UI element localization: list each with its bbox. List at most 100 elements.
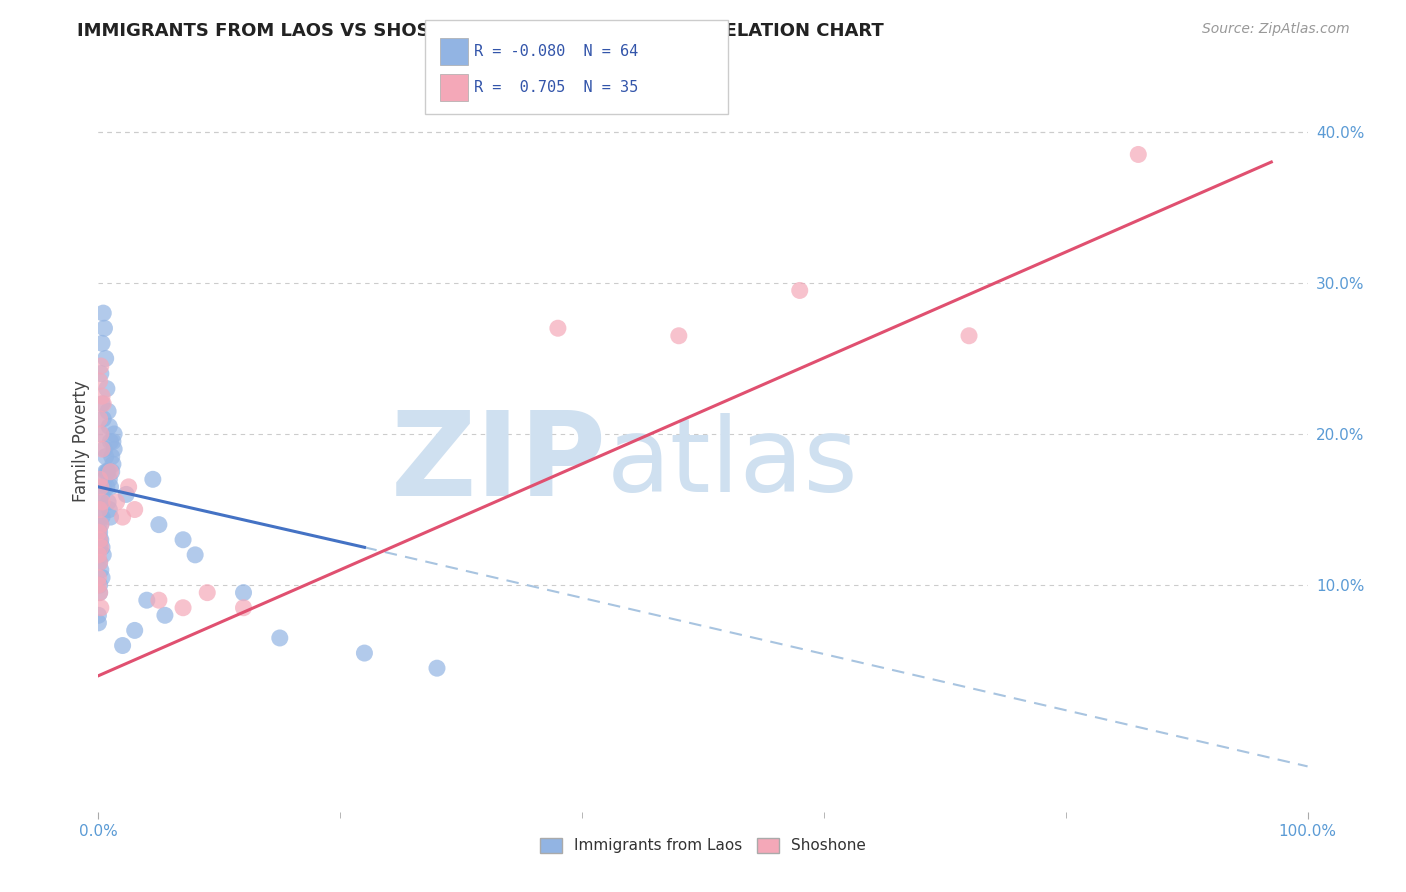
Point [87, 525, 110, 540]
Point [93, 442, 115, 456]
Point [91, 495, 114, 509]
Point [232, 600, 254, 615]
Point [100, 480, 122, 494]
Point [90, 563, 112, 577]
Point [153, 608, 176, 623]
Point [118, 480, 141, 494]
Point [96, 382, 118, 396]
Text: R =  0.705  N = 35: R = 0.705 N = 35 [474, 80, 638, 95]
Point [89, 374, 111, 388]
Point [87, 525, 110, 540]
Point [90, 367, 112, 381]
Point [105, 495, 128, 509]
Point [87, 608, 110, 623]
Text: ZIP: ZIP [391, 406, 606, 521]
Text: atlas: atlas [606, 413, 858, 515]
Point [87, 578, 110, 592]
Text: R = -0.080  N = 64: R = -0.080 N = 64 [474, 45, 638, 59]
Point [89, 541, 111, 555]
Point [100, 510, 122, 524]
Point [195, 585, 218, 599]
Legend: Immigrants from Laos, Shoshone: Immigrants from Laos, Shoshone [534, 832, 872, 860]
Point [91, 442, 114, 456]
Point [101, 434, 124, 449]
Point [547, 321, 569, 335]
Point [89, 533, 111, 547]
Point [93, 472, 115, 486]
Text: Source: ZipAtlas.com: Source: ZipAtlas.com [1202, 22, 1350, 37]
Point [789, 284, 811, 298]
Point [91, 336, 114, 351]
Point [172, 600, 194, 615]
Point [87, 615, 110, 630]
Point [124, 624, 146, 638]
Point [90, 517, 112, 532]
Point [426, 661, 449, 675]
Point [89, 533, 111, 547]
Point [97, 495, 120, 509]
Y-axis label: Family Poverty: Family Poverty [72, 381, 90, 502]
Point [148, 593, 170, 607]
Point [142, 472, 165, 486]
Point [91, 510, 114, 524]
Point [100, 434, 122, 449]
Point [148, 517, 170, 532]
Point [89, 556, 111, 570]
Point [668, 328, 690, 343]
Point [91, 480, 114, 494]
Point [124, 502, 146, 516]
Point [91, 306, 114, 320]
Point [172, 533, 194, 547]
Point [89, 525, 111, 540]
Point [90, 533, 112, 547]
Point [96, 465, 118, 479]
Point [87, 548, 110, 562]
Point [89, 412, 111, 426]
Point [89, 502, 111, 516]
Point [89, 578, 111, 592]
Point [91, 412, 114, 426]
Point [94, 351, 117, 366]
Point [353, 646, 375, 660]
Point [91, 487, 114, 501]
Point [101, 457, 124, 471]
Point [91, 541, 114, 555]
Point [98, 502, 121, 516]
Point [90, 600, 112, 615]
Point [89, 556, 111, 570]
Point [91, 397, 114, 411]
Point [90, 517, 112, 532]
Point [100, 465, 122, 479]
Point [269, 631, 291, 645]
Point [91, 570, 114, 584]
Point [87, 517, 110, 532]
Point [89, 585, 111, 599]
Point [98, 419, 121, 434]
Point [115, 487, 138, 501]
Point [90, 359, 112, 373]
Point [135, 593, 157, 607]
Point [100, 465, 122, 479]
Text: IMMIGRANTS FROM LAOS VS SHOSHONE FAMILY POVERTY CORRELATION CHART: IMMIGRANTS FROM LAOS VS SHOSHONE FAMILY … [77, 22, 884, 40]
Point [90, 427, 112, 442]
Point [87, 570, 110, 584]
Point [98, 472, 121, 486]
Point [97, 404, 120, 418]
Point [100, 450, 122, 464]
Point [184, 548, 207, 562]
Point [1128, 147, 1150, 161]
Point [232, 585, 254, 599]
Point [89, 585, 111, 599]
Point [90, 427, 112, 442]
Point [111, 639, 134, 653]
Point [90, 495, 112, 509]
Point [90, 480, 112, 494]
Point [90, 541, 112, 555]
Point [97, 465, 120, 479]
Point [94, 465, 117, 479]
Point [91, 389, 114, 403]
Point [103, 442, 125, 456]
Point [94, 450, 117, 464]
Point [957, 328, 980, 343]
Point [111, 510, 134, 524]
